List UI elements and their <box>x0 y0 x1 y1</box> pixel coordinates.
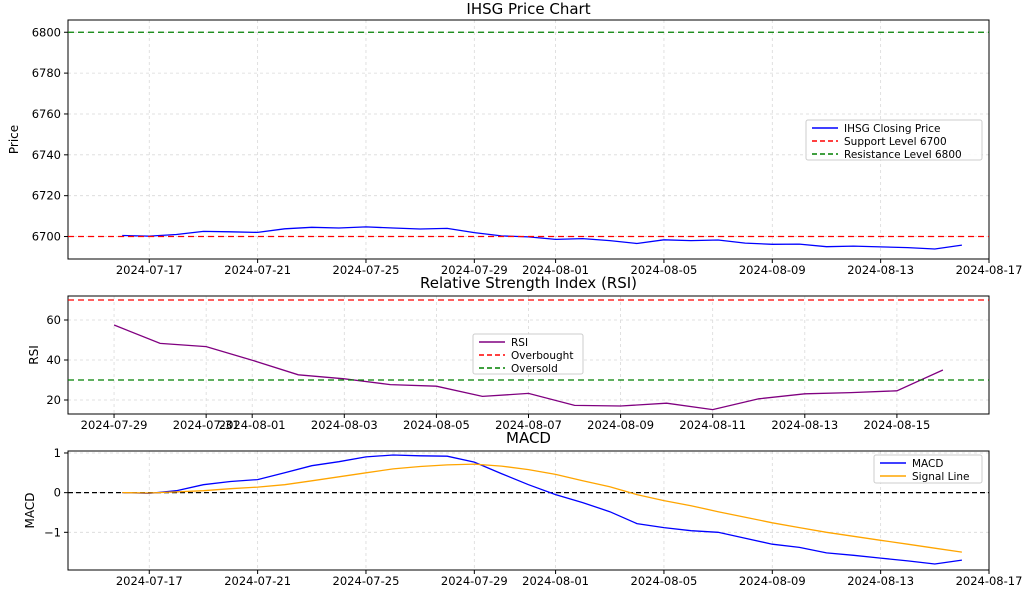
y-tick-label: 40 <box>46 353 61 367</box>
x-tick-label: 2024-07-29 <box>441 263 508 277</box>
plot-frame <box>67 19 990 260</box>
x-tick-label: 2024-08-05 <box>403 418 470 432</box>
legend-label: RSI <box>511 337 528 349</box>
chart-title: IHSG Price Chart <box>466 0 590 18</box>
x-tick-label: 2024-07-17 <box>116 574 183 588</box>
x-tick-label: 2024-08-07 <box>495 418 562 432</box>
legend-label: Overbought <box>511 350 573 362</box>
series-line <box>122 463 962 553</box>
y-axis-label: RSI <box>27 345 41 365</box>
x-tick-label: 2024-08-05 <box>631 263 698 277</box>
x-tick-label: 2024-08-13 <box>771 418 838 432</box>
x-tick-label: 2024-07-29 <box>441 574 508 588</box>
y-tick-label: 6800 <box>32 25 61 39</box>
y-tick-label: 6760 <box>32 107 61 121</box>
panel-3: 2024-07-17 2024-07-21 2024-07-25 2024-07-29… <box>23 429 1022 588</box>
series-line <box>113 324 944 411</box>
x-tick-label: 2024-07-17 <box>116 263 183 277</box>
x-tick-label: 2024-07-21 <box>224 263 291 277</box>
legend-label: Oversold <box>511 363 558 375</box>
legend-box <box>805 119 983 161</box>
x-tick-label: 2024-08-05 <box>631 574 698 588</box>
x-tick-label: 2024-07-31 <box>173 418 240 432</box>
x-tick-label: 2024-07-29 <box>81 418 148 432</box>
y-tick-label: 6740 <box>32 148 61 162</box>
panel-1: 2024-07-17 2024-07-21 2024-07-25 2024-07-29… <box>7 0 1022 277</box>
y-tick-label: 20 <box>46 393 61 407</box>
x-tick-label: 2024-07-21 <box>224 574 291 588</box>
plot-frame <box>67 450 990 571</box>
legend-label: MACD <box>912 458 943 470</box>
y-tick-label: 60 <box>46 313 61 327</box>
y-tick-label: 6720 <box>32 189 61 203</box>
x-tick-label: 2024-07-25 <box>333 574 400 588</box>
y-tick-label: 6780 <box>32 66 61 80</box>
y-axis-label: Price <box>7 125 21 154</box>
chart-title: MACD <box>506 429 551 447</box>
x-tick-label: 2024-08-11 <box>679 418 746 432</box>
chart-title: Relative Strength Index (RSI) <box>420 274 637 292</box>
x-tick-label: 2024-08-17 <box>956 263 1023 277</box>
y-tick-label: −1 <box>44 525 61 539</box>
x-tick-label: 2024-08-09 <box>739 263 806 277</box>
y-tick-label: 1 <box>54 446 61 460</box>
x-tick-label: 2024-08-13 <box>847 574 914 588</box>
legend-label: Support Level 6700 <box>844 136 947 148</box>
legend-label: Resistance Level 6800 <box>844 149 962 161</box>
legend-label: IHSG Closing Price <box>844 123 940 135</box>
x-tick-label: 2024-08-13 <box>847 263 914 277</box>
x-tick-label: 2024-08-03 <box>311 418 378 432</box>
x-tick-label: 2024-08-09 <box>587 418 654 432</box>
x-tick-label: 2024-08-09 <box>739 574 806 588</box>
series-line <box>122 454 962 565</box>
x-tick-label: 2024-08-17 <box>956 574 1023 588</box>
x-tick-label: 2024-08-01 <box>522 574 589 588</box>
y-axis-label: MACD <box>23 493 37 529</box>
x-tick-label: 2024-08-01 <box>219 418 286 432</box>
series-line <box>122 226 962 250</box>
x-tick-label: 2024-08-15 <box>863 418 930 432</box>
x-tick-label: 2024-08-01 <box>522 263 589 277</box>
x-tick-label: 2024-07-25 <box>333 263 400 277</box>
legend-label: Signal Line <box>912 471 969 483</box>
y-tick-label: 0 <box>54 486 61 500</box>
y-tick-label: 6700 <box>32 230 61 244</box>
legend-box <box>472 333 584 375</box>
